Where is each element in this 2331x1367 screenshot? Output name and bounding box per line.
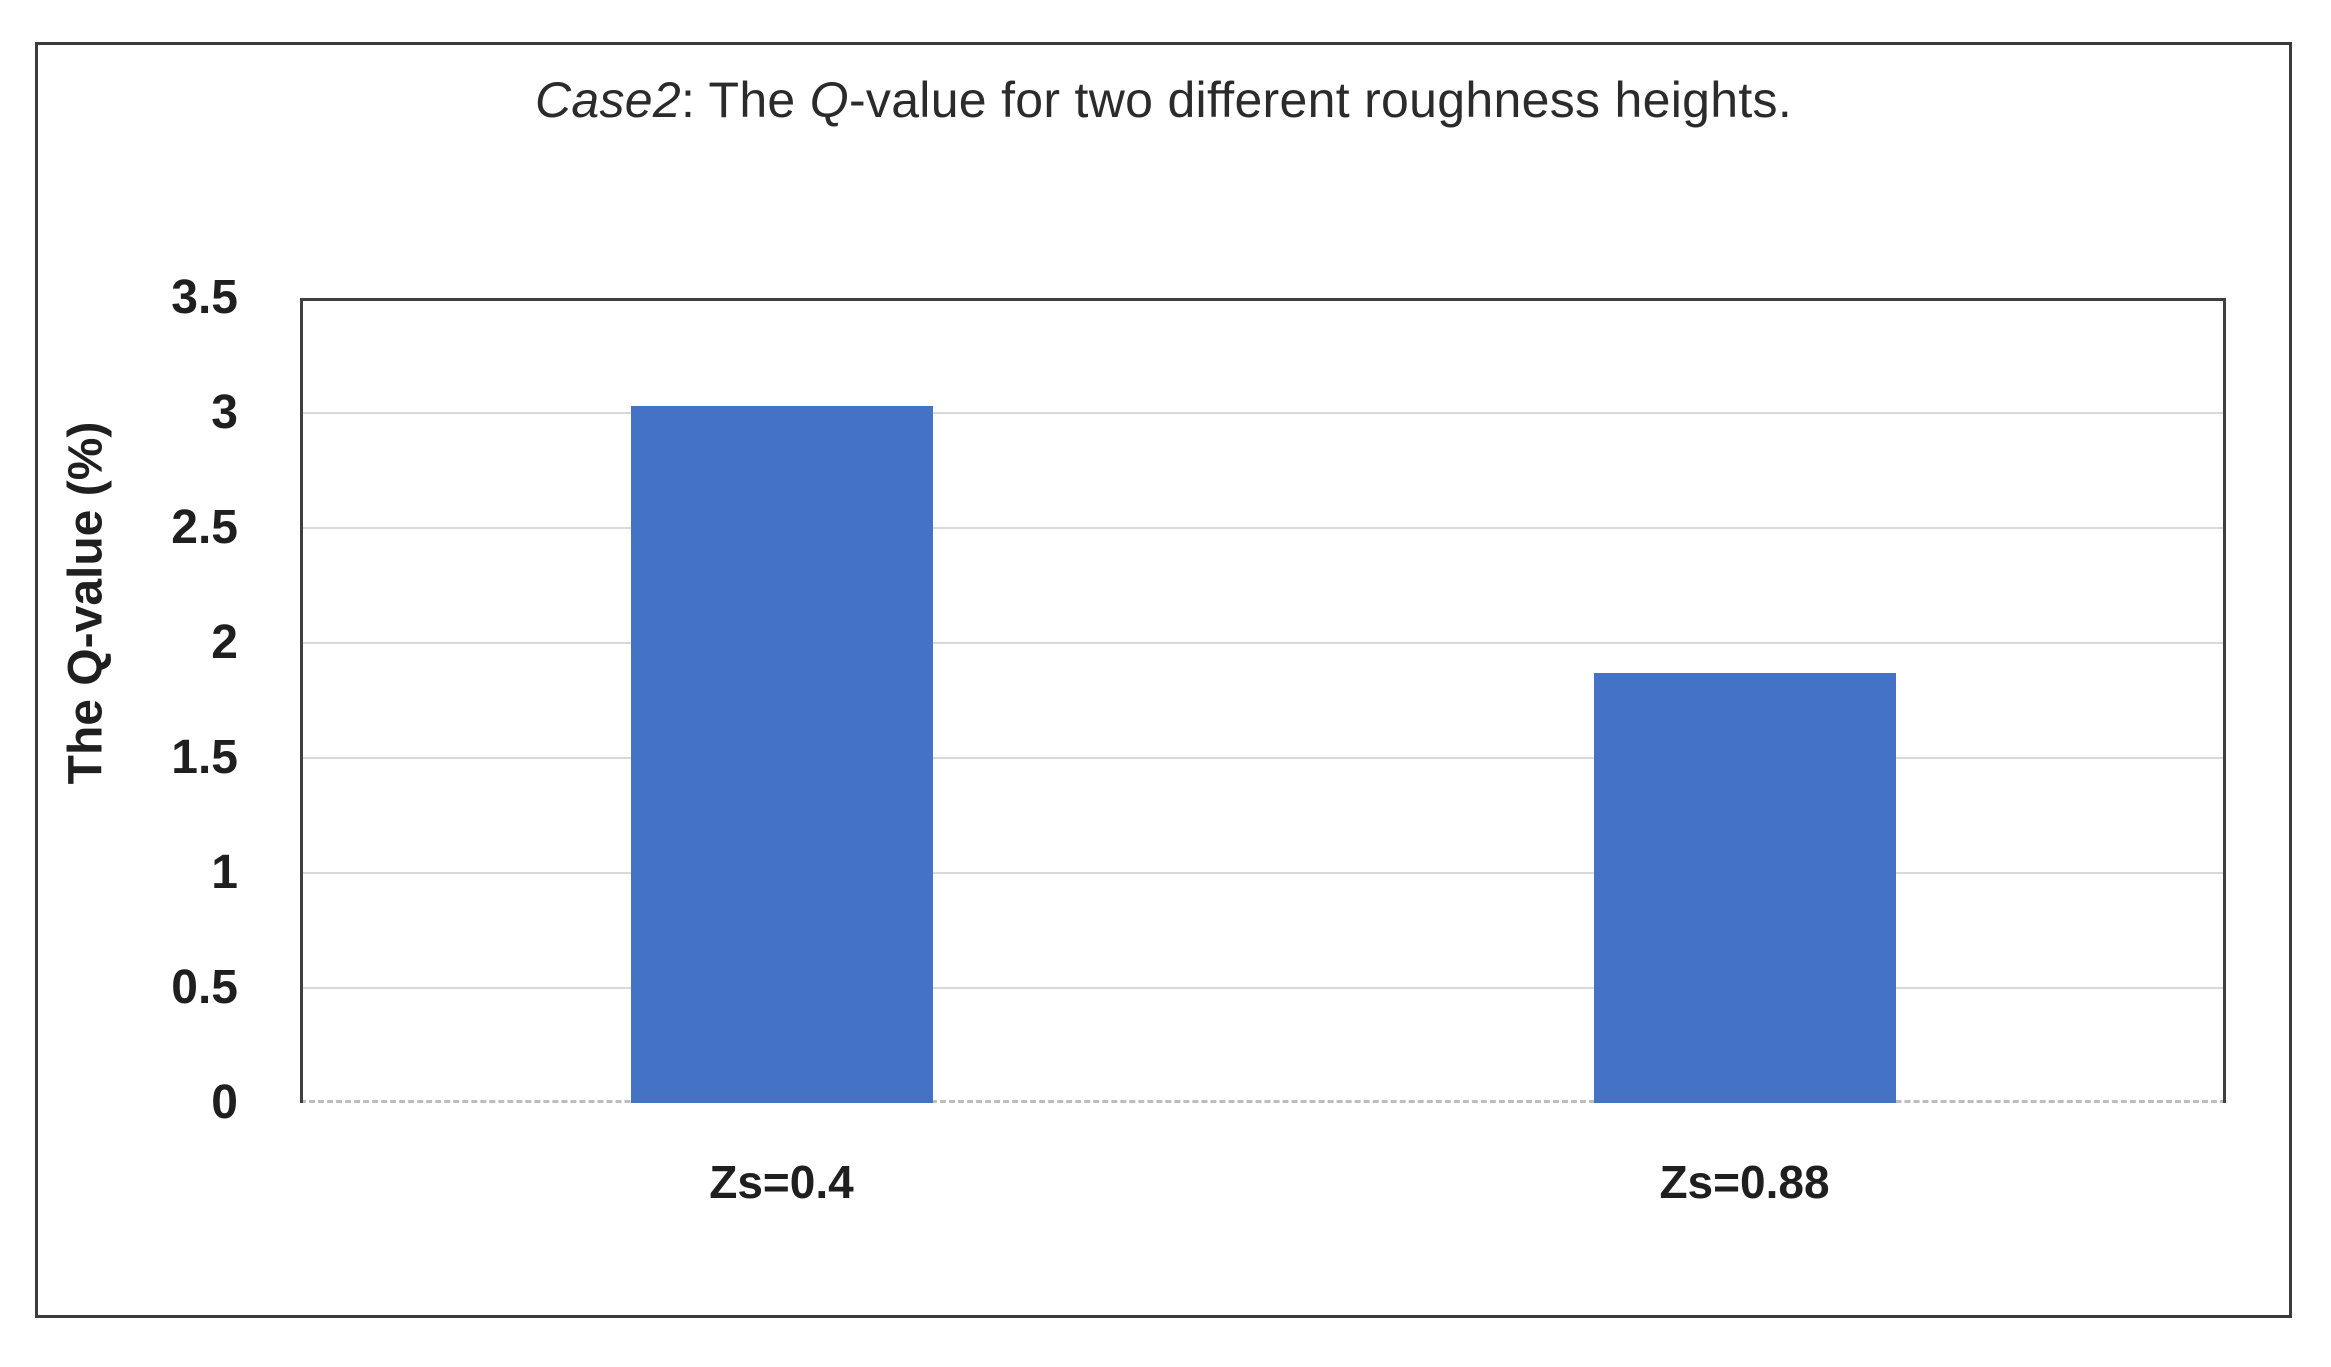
bar-Zs=0.4 bbox=[630, 406, 933, 1103]
chart-title-segment: : The bbox=[681, 72, 810, 128]
y-tick-label: 0 bbox=[211, 1076, 238, 1129]
x-category-label: Zs=0.4 bbox=[709, 1156, 854, 1208]
gridline bbox=[303, 412, 2223, 414]
x-axis-line bbox=[300, 1100, 2226, 1103]
plot-area bbox=[300, 298, 2226, 1103]
bar-Zs=0.88 bbox=[1593, 672, 1896, 1103]
gridline bbox=[303, 987, 2223, 989]
gridline bbox=[303, 872, 2223, 874]
y-tick-label: 3 bbox=[211, 386, 238, 439]
plot-border-right bbox=[2223, 298, 2226, 1103]
y-tick-label: 2 bbox=[211, 616, 238, 669]
x-category-label: Zs=0.88 bbox=[1659, 1156, 1830, 1208]
y-tick-label: 3.5 bbox=[171, 271, 238, 324]
y-tick-label: 2.5 bbox=[171, 501, 238, 554]
gridline bbox=[303, 527, 2223, 529]
chart-title-segment: Case2 bbox=[534, 72, 681, 128]
y-tick-label: 1 bbox=[211, 846, 238, 899]
gridline bbox=[303, 757, 2223, 759]
chart-title-segment: Q bbox=[809, 72, 849, 128]
plot-border-top bbox=[300, 298, 2226, 301]
y-tick-label: 1.5 bbox=[171, 731, 238, 784]
chart-title: Case2: The Q-value for two different rou… bbox=[38, 71, 2289, 129]
chart-title-segment: -value for two different roughness heigh… bbox=[848, 72, 1793, 128]
gridline bbox=[303, 642, 2223, 644]
chart-figure: Case2: The Q-value for two different rou… bbox=[35, 42, 2292, 1318]
y-tick-label: 0.5 bbox=[171, 961, 238, 1014]
y-axis-line bbox=[300, 298, 303, 1103]
